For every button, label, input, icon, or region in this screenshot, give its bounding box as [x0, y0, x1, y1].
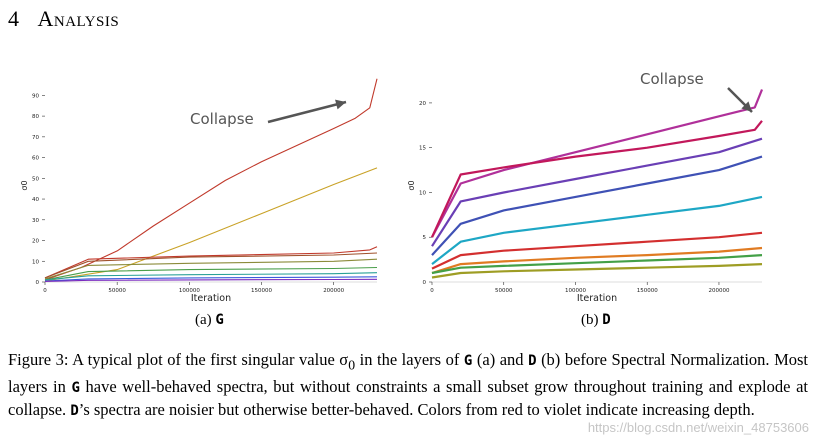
caption-text-1: Figure 3: A typical plot of the first si… [8, 350, 349, 369]
y-tick-label: 90 [32, 93, 39, 99]
series-line-layer-green [44, 266, 378, 281]
caption-d-1: D [528, 353, 537, 369]
figure-caption: Figure 3: A typical plot of the first si… [8, 349, 808, 422]
caption-g-1: G [463, 353, 473, 369]
y-tick-label: 0 [423, 280, 427, 286]
y-tick-label: 15 [419, 146, 426, 152]
subcaption-b-label: D [602, 312, 611, 328]
series-line-layer-teal [44, 272, 378, 281]
y-tick-label: 0 [36, 280, 40, 286]
x-tick-label: 150000 [637, 288, 658, 294]
chart-D: 0 5 10 15 20 0 50000 100000 150000 200000 Iteratio… [407, 70, 764, 304]
collapse-arrow-head [741, 101, 752, 112]
section-number: 4 [8, 6, 20, 31]
series-line-layer-gold [44, 167, 378, 282]
series-line-layer-olive [44, 258, 378, 280]
subcaption-b: (b) D [581, 312, 611, 329]
series-line-layer-brown [44, 252, 378, 279]
series-line-layer-cyan [431, 195, 763, 265]
x-tick-label: 100000 [565, 288, 586, 294]
y-tick-label: 80 [32, 114, 39, 120]
x-tick-label: 0 [430, 288, 434, 294]
section-title: Analysis [37, 6, 120, 31]
series-line-layer-indigo [431, 155, 763, 256]
y-tick-label: 10 [32, 259, 39, 265]
chart-G: 0 10 20 30 40 50 60 70 80 90 0 50000 100000 150000 200… [20, 78, 378, 304]
x-axis-label: Iteration [191, 293, 231, 304]
caption-text-5: have well-behaved spectra, but without c… [8, 377, 808, 420]
watermark: https://blog.csdn.net/weixin_48753606 [587, 420, 809, 435]
y-tick-label: 70 [32, 135, 39, 141]
caption-text-3: (a) and [472, 350, 529, 369]
x-tick-label: 200000 [708, 288, 729, 294]
y-axis-label: σ0 [407, 180, 416, 190]
series-line-layer-blue [44, 276, 378, 282]
y-tick-label: 50 [32, 176, 39, 182]
series-line-layer-violet [44, 278, 378, 282]
caption-d-2: D [70, 403, 79, 420]
subcaption-b-prefix: (b) [581, 312, 599, 328]
subcaption-a-prefix: (a) [195, 312, 212, 328]
y-tick-label: 30 [32, 218, 39, 224]
caption-text-4: (b) before Spectral Normalization. Most … [8, 350, 809, 397]
series-line-layer-pink [430, 120, 763, 238]
series-line-layer-olive [431, 263, 763, 279]
caption-subscript: 0 [348, 357, 356, 373]
series-line-layer-purple [431, 137, 763, 247]
x-tick-label: 50000 [108, 288, 126, 294]
y-tick-label: 10 [419, 190, 426, 196]
series-line-layer-green [431, 254, 763, 275]
y-tick-label: 40 [32, 197, 39, 203]
series-line-layer-orange [431, 246, 763, 275]
y-tick-label: 60 [32, 156, 39, 162]
collapse-arrow-head [335, 99, 346, 110]
y-axis-label: σ0 [20, 180, 29, 190]
caption-text-6: ’s spectra are noisier but otherwise bet… [78, 400, 755, 420]
collapse-arrow-shaft [267, 100, 347, 124]
y-tick-label: 5 [423, 235, 427, 241]
x-tick-label: 50000 [495, 288, 513, 294]
subcaption-a-label: G [215, 312, 224, 328]
series-line-layer-red-2 [44, 246, 378, 279]
series-line-layer-red-explode [44, 78, 378, 281]
series-line-layer-magenta-top [431, 89, 764, 238]
x-tick-label: 150000 [251, 288, 272, 294]
caption-text-2: in the layers of [355, 350, 464, 369]
series-line-layer-red [431, 231, 763, 270]
y-tick-label: 20 [419, 101, 426, 107]
x-tick-label: 0 [43, 288, 47, 294]
subcaption-a: (a) G [195, 312, 224, 329]
y-tick-label: 20 [32, 239, 39, 245]
x-tick-label: 200000 [323, 288, 344, 294]
collapse-annotation: Collapse [190, 110, 254, 128]
section-heading: 4 Analysis [8, 6, 119, 32]
collapse-annotation: Collapse [640, 70, 704, 88]
figure: 0 10 20 30 40 50 60 70 80 90 0 50000 100000 150000 200… [0, 60, 819, 340]
x-tick-label: 100000 [179, 288, 200, 294]
caption-g-2: G [71, 380, 80, 397]
x-axis-label: Iteration [577, 293, 617, 304]
